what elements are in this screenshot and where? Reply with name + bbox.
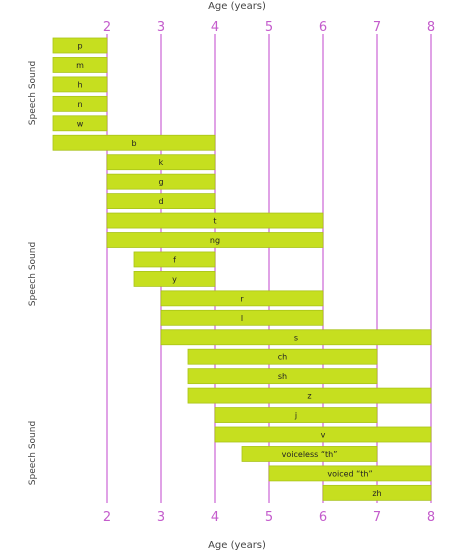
bar	[187, 387, 432, 404]
bar-label: v	[321, 431, 326, 440]
bar	[106, 212, 324, 229]
x-tick-label-bottom: 8	[427, 510, 435, 525]
bar-label: b	[131, 139, 136, 148]
bar-label: z	[307, 392, 311, 401]
bar	[106, 173, 216, 190]
x-tick-label-top: 8	[427, 20, 435, 35]
bar-label: sh	[278, 372, 287, 381]
bar	[52, 37, 108, 54]
x-tick-label-top: 6	[319, 20, 327, 35]
x-tick-label-top: 5	[265, 20, 273, 35]
x-axis-title-top: Age (years)	[208, 1, 266, 12]
bar-label: t	[213, 217, 216, 226]
x-tick-label-bottom: 7	[373, 510, 381, 525]
bar	[52, 115, 108, 132]
bar	[133, 251, 216, 268]
bar	[106, 154, 216, 171]
bar	[106, 193, 216, 210]
bar	[52, 134, 216, 151]
x-tick-label-bottom: 2	[103, 510, 111, 525]
x-tick-label-bottom: 4	[211, 510, 219, 525]
bar	[241, 446, 378, 462]
bar	[268, 465, 432, 482]
bar-label: voiceless “th”	[282, 450, 338, 459]
bar-label: s	[294, 333, 298, 342]
bar	[52, 57, 108, 73]
bar	[214, 407, 378, 423]
bar	[187, 368, 378, 385]
bar	[160, 309, 324, 326]
x-tick-label-bottom: 6	[319, 510, 327, 525]
bar-label: g	[158, 178, 163, 187]
bar-label: ng	[210, 236, 220, 245]
x-tick-label-top: 4	[211, 20, 219, 35]
x-tick-label-top: 3	[157, 20, 165, 35]
bar	[322, 484, 432, 501]
bar-label: p	[77, 42, 82, 51]
bar	[52, 76, 108, 93]
bar-label: zh	[372, 489, 381, 498]
bar	[133, 270, 216, 287]
bar	[160, 290, 324, 307]
bar-label: k	[159, 158, 164, 167]
bar-label: d	[158, 197, 163, 206]
x-tick-label-top: 2	[103, 20, 111, 35]
bar-label: r	[240, 294, 244, 303]
x-axis-title-bottom: Age (years)	[208, 540, 266, 551]
bar	[187, 348, 378, 365]
x-tick-label-top: 7	[373, 20, 381, 35]
bar-label: y	[172, 275, 177, 284]
bar	[214, 426, 432, 443]
bar	[52, 95, 108, 112]
bar-label: w	[77, 119, 84, 128]
bar	[106, 232, 324, 248]
bar-label: l	[241, 314, 243, 323]
bar	[160, 329, 432, 346]
x-tick-label-bottom: 5	[265, 510, 273, 525]
bar-label: h	[77, 80, 82, 89]
bar-label: f	[173, 255, 176, 264]
bar-label: m	[76, 61, 84, 70]
bar-label: ch	[278, 353, 287, 362]
bar-label: j	[294, 411, 297, 420]
bar-label: n	[77, 100, 82, 109]
bar-label: voiced “th”	[327, 469, 372, 478]
x-tick-label-bottom: 3	[157, 510, 165, 525]
